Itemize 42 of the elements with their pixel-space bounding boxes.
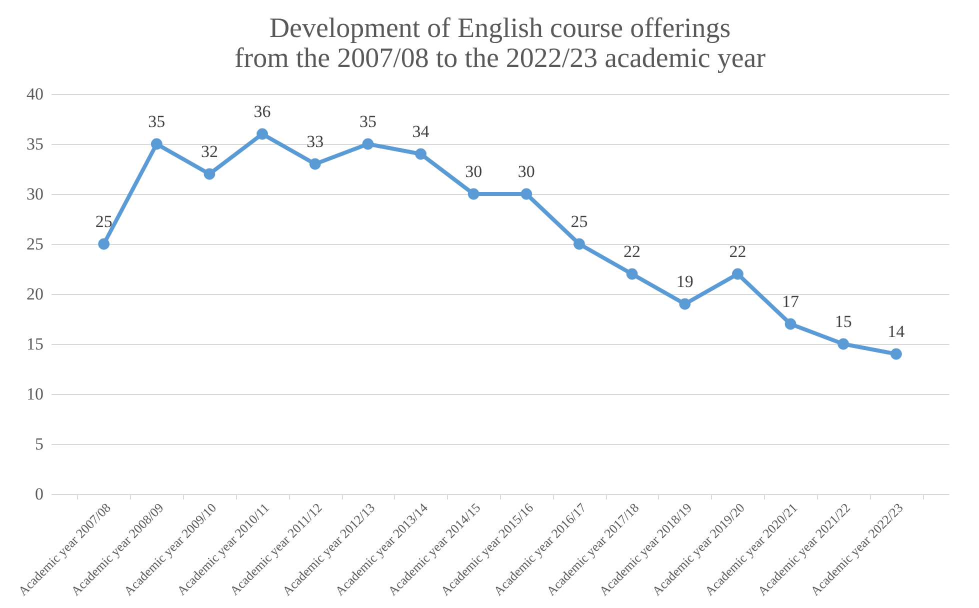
point bbox=[784, 318, 796, 330]
data-label: 32 bbox=[200, 142, 218, 161]
point bbox=[679, 298, 691, 310]
chart-title: Development of English course offerings from the 2007/08 to the 2022/23 academic year bbox=[234, 13, 766, 74]
y-tick-label: 40 bbox=[26, 84, 44, 104]
point bbox=[574, 238, 585, 250]
y-tick-label: 5 bbox=[35, 434, 44, 454]
y-tick-label: 10 bbox=[26, 384, 44, 404]
data-label: 17 bbox=[782, 292, 800, 311]
data-label: 36 bbox=[254, 102, 271, 121]
point bbox=[890, 348, 902, 360]
point bbox=[415, 148, 426, 160]
data-label: 25 bbox=[570, 212, 588, 231]
point bbox=[732, 268, 744, 280]
data-label: 35 bbox=[359, 112, 376, 131]
y-tick-label: 25 bbox=[26, 234, 44, 254]
y-tick-label: 15 bbox=[26, 334, 44, 354]
data-label: 14 bbox=[888, 322, 906, 341]
point bbox=[204, 168, 216, 180]
data-label: 33 bbox=[306, 132, 324, 151]
point bbox=[309, 158, 321, 170]
data-label: 35 bbox=[148, 112, 166, 131]
data-label: 34 bbox=[412, 122, 430, 141]
data-label: 22 bbox=[624, 242, 641, 261]
y-tick-label: 20 bbox=[26, 284, 44, 304]
y-tick-label: 0 bbox=[35, 484, 44, 504]
data-label: 19 bbox=[676, 272, 694, 291]
y-tick-label: 30 bbox=[26, 184, 44, 204]
point bbox=[362, 138, 374, 150]
point bbox=[520, 188, 532, 200]
data-label: 25 bbox=[95, 212, 112, 231]
point bbox=[256, 128, 268, 140]
point bbox=[838, 338, 850, 350]
point bbox=[468, 188, 480, 200]
y-tick-label: 35 bbox=[26, 134, 44, 154]
data-label: 15 bbox=[834, 312, 852, 331]
data-label: 30 bbox=[465, 162, 482, 181]
point bbox=[98, 238, 110, 250]
data-label: 22 bbox=[729, 242, 746, 261]
data-label: 30 bbox=[518, 162, 535, 181]
point bbox=[150, 138, 162, 150]
point bbox=[626, 268, 638, 280]
